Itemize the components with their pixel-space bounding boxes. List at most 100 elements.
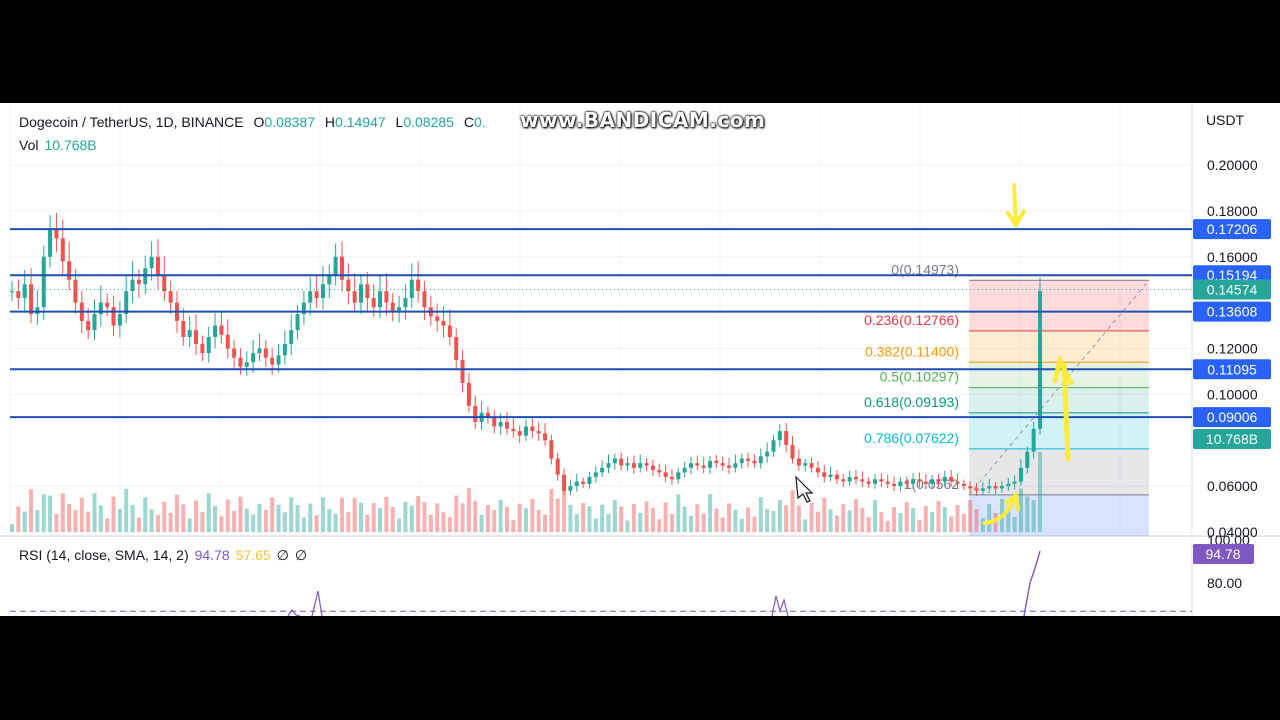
candles-group [10, 212, 1042, 497]
candle-body-50 [327, 275, 332, 285]
volume-bar-68 [441, 512, 446, 532]
volume-bar-55 [359, 502, 364, 532]
rsi-title[interactable]: RSI (14, close, SMA, 14, 2) [19, 547, 189, 563]
candle-body-155 [993, 486, 998, 489]
volume-bar-123 [790, 490, 795, 532]
candle-body-83 [536, 431, 541, 434]
candle-body-129 [828, 474, 833, 477]
volume-bar-44 [289, 497, 294, 532]
volume-bar-95 [612, 499, 617, 532]
candle-body-160 [1025, 451, 1030, 468]
open-value: 0.08387 [264, 114, 316, 130]
volume-bar-16 [111, 496, 116, 532]
candle-body-41 [270, 357, 275, 365]
candle-body-78 [504, 421, 509, 429]
candle-body-146 [936, 479, 941, 482]
candle-body-61 [397, 307, 402, 312]
y-tick-label-4: 0.10000 [1207, 386, 1258, 402]
candle-body-17 [117, 314, 122, 326]
symbol-title[interactable]: Dogecoin / TetherUS, 1D, BINANCE [19, 114, 244, 130]
volume-bar-157 [1006, 508, 1011, 532]
high-label: H [324, 114, 336, 130]
candle-body-51 [333, 256, 338, 276]
volume-bar-150 [961, 514, 966, 532]
volume-bar-3 [29, 489, 34, 532]
candle-body-95 [612, 458, 617, 464]
candle-body-22 [149, 256, 154, 269]
rsi-null-2: ∅ [294, 547, 308, 563]
volume-bar-52 [339, 497, 344, 532]
candle-body-113 [727, 465, 732, 468]
volume-bar-2 [22, 511, 27, 532]
candle-body-139 [892, 483, 897, 487]
volume-bar-75 [485, 505, 490, 532]
volume-bar-6 [48, 495, 53, 532]
volume-bar-98 [631, 503, 636, 532]
candle-body-124 [796, 458, 801, 466]
volume-bar-12 [86, 511, 91, 532]
volume-bar-38 [251, 514, 256, 532]
volume-bar-35 [232, 511, 237, 532]
volume-bar-88 [568, 504, 573, 532]
rsi-ma-value: 57.65 [235, 547, 271, 563]
price-badge-0: 0.17206 [1207, 221, 1258, 237]
volume-bar-155 [993, 513, 998, 532]
price-chart[interactable]: 0(0.14973) 0.236(0.12766) 0.382(0.11400) 0.… [0, 103, 1280, 616]
volume-bar-132 [847, 510, 852, 532]
volume-bar-113 [727, 503, 732, 532]
candle-body-136 [873, 479, 878, 484]
candle-body-119 [765, 451, 770, 457]
candle-body-84 [543, 433, 548, 441]
candle-body-39 [257, 348, 262, 354]
volume-bar-9 [67, 503, 72, 532]
candle-body-159 [1018, 467, 1023, 482]
candle-body-97 [625, 463, 630, 466]
candle-body-36 [238, 357, 243, 367]
candle-body-88 [568, 486, 573, 491]
candle-body-24 [162, 275, 167, 292]
volume-bar-24 [162, 501, 167, 532]
volume-bar-41 [270, 497, 275, 532]
volume-bar-76 [492, 510, 497, 532]
volume-bar-130 [834, 515, 839, 532]
fib-zone-extension [969, 494, 1149, 536]
candle-body-58 [378, 291, 383, 308]
close-value: 0. [473, 114, 486, 130]
volume-bar-124 [796, 505, 801, 532]
price-badge-3-bg [1193, 359, 1271, 380]
candle-body-25 [168, 291, 173, 303]
volume-bar-53 [346, 512, 351, 532]
candle-body-111 [714, 460, 719, 464]
rsi-badge: 94.78 [1205, 546, 1240, 562]
volume-bar-58 [378, 507, 383, 532]
volume-bar-81 [524, 508, 528, 532]
candle-body-96 [619, 458, 624, 466]
candle-body-153 [980, 488, 985, 491]
close-label: C [463, 114, 474, 130]
volume-legend: Vol 10.768B [19, 137, 97, 153]
candle-body-14 [98, 302, 103, 315]
candle-body-157 [1006, 483, 1011, 487]
volume-bar-48 [314, 515, 319, 532]
volume-bar-26 [174, 494, 179, 532]
candle-body-44 [289, 330, 294, 344]
candle-body-138 [885, 481, 890, 484]
volume-bar-90 [581, 503, 586, 532]
candle-body-104 [669, 476, 674, 480]
candle-body-34 [225, 334, 230, 349]
rsi-line-segment-b [771, 595, 789, 616]
volume-bar-66 [428, 514, 433, 532]
volume-bar-94 [606, 513, 611, 532]
volume-bar-77 [498, 499, 503, 532]
candle-body-19 [130, 279, 135, 292]
candle-body-148 [949, 476, 954, 482]
volume-bar-84 [543, 514, 548, 532]
candle-body-120 [771, 440, 776, 452]
volume-bar-0 [10, 524, 14, 532]
volume-bar-138 [885, 521, 890, 532]
volume-bar-142 [911, 508, 916, 532]
candle-body-52 [339, 256, 344, 280]
volume-bar-131 [841, 504, 846, 532]
currency-label[interactable]: USDT [1206, 112, 1245, 128]
candle-body-12 [86, 320, 91, 331]
